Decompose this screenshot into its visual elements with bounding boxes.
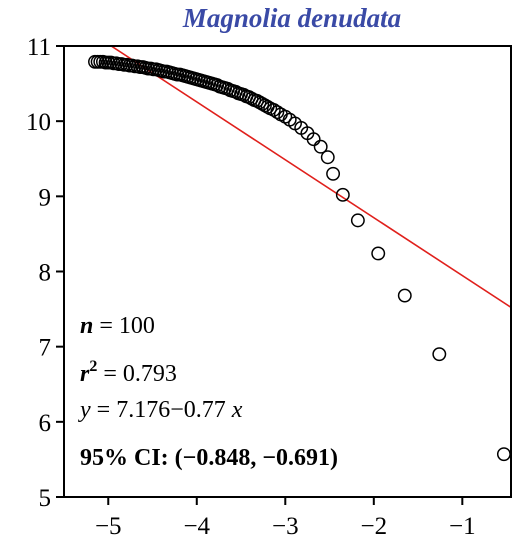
stat-ci-value: (−0.848, −0.691) — [175, 445, 338, 471]
data-point — [306, 132, 321, 147]
y-tick-label: 5 — [39, 485, 52, 512]
stat-equation-value: 7.176−0.77 — [116, 397, 226, 423]
data-point — [270, 105, 285, 120]
axis-ticks: −5 −4 −3 −2 −1 5 6 7 8 9 10 11 — [26, 34, 476, 540]
plot-frame — [63, 45, 512, 498]
y-tick-label: 11 — [27, 34, 51, 61]
y-tick-label: 7 — [39, 335, 52, 362]
statistics-annotation: n = 100 r2 = 0.793 y = 7.176−0.77 x 95% … — [78, 313, 338, 471]
chart-title: Magnolia denudata — [182, 3, 401, 33]
data-point — [432, 347, 447, 362]
x-tick-label: −5 — [95, 513, 122, 540]
x-tick-label: −1 — [449, 513, 476, 540]
data-point — [397, 288, 412, 303]
y-tick-label: 10 — [26, 109, 51, 136]
data-points — [88, 54, 511, 462]
x-tick-label: −2 — [360, 513, 387, 540]
data-point — [496, 447, 511, 462]
stat-equation: y = 7.176−0.77 x — [78, 397, 243, 423]
data-point — [335, 187, 350, 202]
y-tick-label: 9 — [39, 184, 52, 211]
stat-r-squared: r2 = 0.793 — [80, 358, 177, 387]
y-tick-label: 6 — [39, 410, 52, 437]
stat-confidence-interval: 95% CI: (−0.848, −0.691) — [80, 445, 338, 471]
data-point — [313, 139, 328, 154]
stat-n-value: 100 — [119, 313, 155, 339]
stat-n: n = 100 — [80, 313, 155, 339]
data-point — [371, 246, 386, 261]
data-point — [266, 102, 281, 117]
x-tick-label: −3 — [272, 513, 299, 540]
y-tick-label: 8 — [39, 260, 52, 287]
data-point — [326, 166, 341, 181]
x-tick-label: −4 — [183, 513, 210, 540]
data-point — [350, 213, 365, 228]
data-point — [320, 150, 335, 165]
stat-r-squared-value: 0.793 — [123, 361, 177, 387]
stat-ci-label: 95% CI: — [80, 445, 169, 471]
